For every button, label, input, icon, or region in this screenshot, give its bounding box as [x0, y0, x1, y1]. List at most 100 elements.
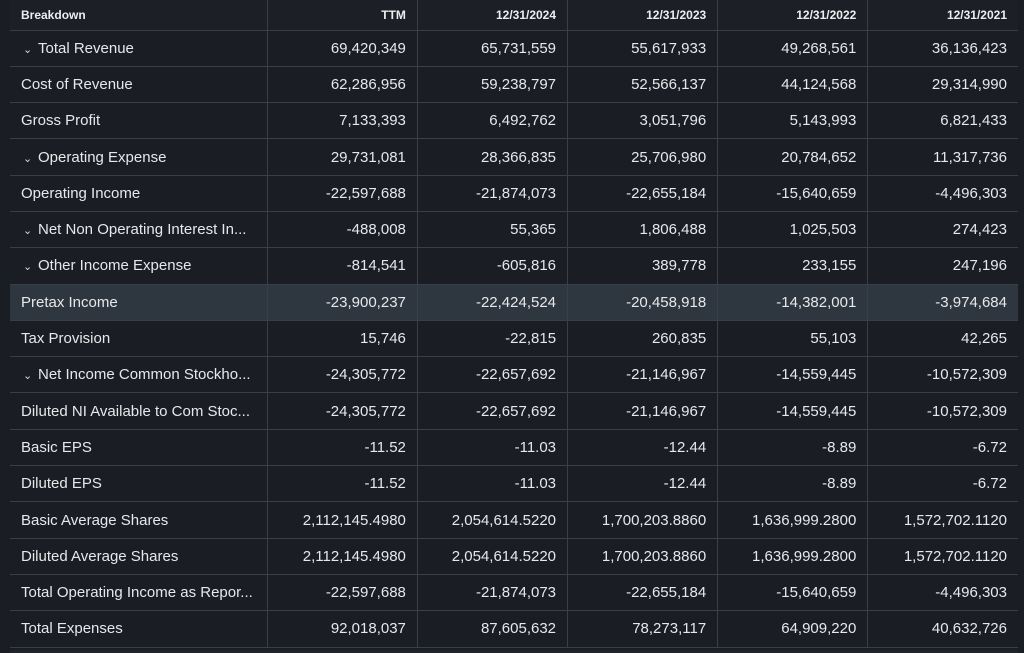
cell-y2023: 1,700,203.8860 — [567, 501, 719, 539]
cell-y2024: 87,605,632 — [417, 610, 569, 648]
cell-y2021: -10,572,309 — [867, 356, 1018, 394]
row-label-text: Total Revenue — [38, 39, 134, 57]
cell-y2023: -20,458,918 — [567, 284, 719, 321]
cell-y2024: -605,816 — [417, 247, 569, 285]
chevron-down-icon[interactable]: ⌄ — [23, 370, 33, 383]
next-row-edge — [10, 650, 1018, 653]
cell-y2023: 52,566,137 — [567, 66, 719, 104]
table-header: Breakdown TTM 12/31/2024 12/31/2023 12/3… — [10, 0, 1018, 31]
cell-ttm: -24,305,772 — [267, 356, 418, 394]
column-header-2022: 12/31/2022 — [717, 0, 869, 31]
cell-y2024: -11.03 — [417, 429, 569, 467]
row-label: Diluted NI Available to Com Stoc... — [10, 392, 268, 430]
table-row: Total Expenses 92,018,037 87,605,632 78,273… — [10, 610, 1018, 648]
cell-y2023: 55,617,933 — [567, 30, 719, 67]
table-row: ⌄ Operating Expense 29,731,081 28,366,835 25… — [10, 138, 1018, 176]
cell-y2022: 55,103 — [717, 320, 869, 358]
cell-y2022: 49,268,561 — [717, 30, 869, 67]
column-header-ttm: TTM — [267, 0, 418, 31]
cell-y2023: 389,778 — [567, 247, 719, 285]
cell-y2022: 233,155 — [717, 247, 869, 285]
cell-y2021: -4,496,303 — [867, 175, 1018, 212]
table-row: Total Operating Income as Repor... -22,59… — [10, 574, 1018, 612]
table-row: Gross Profit 7,133,393 6,492,762 3,051,796 5… — [10, 102, 1018, 140]
cell-y2024: 65,731,559 — [417, 30, 569, 67]
cell-y2022: 1,636,999.2800 — [717, 538, 869, 575]
expandable-row-label[interactable]: ⌄ Total Revenue — [10, 30, 268, 67]
cell-y2022: -15,640,659 — [717, 175, 869, 212]
cell-y2021: 6,821,433 — [867, 102, 1018, 140]
cell-y2023: -22,655,184 — [567, 574, 719, 612]
table-row: ⌄ Net Income Common Stockho... -24,305,772… — [10, 356, 1018, 394]
chevron-down-icon[interactable]: ⌄ — [23, 261, 33, 274]
row-label: Gross Profit — [10, 102, 268, 140]
cell-y2021: 1,572,702.1120 — [867, 501, 1018, 539]
column-header-2024: 12/31/2024 — [417, 0, 569, 31]
chevron-down-icon[interactable]: ⌄ — [23, 225, 33, 238]
cell-ttm: -11.52 — [267, 465, 418, 503]
cell-y2024: -22,657,692 — [417, 356, 569, 394]
header-row: Breakdown TTM 12/31/2024 12/31/2023 12/3… — [10, 0, 1018, 31]
row-label: Total Operating Income as Repor... — [10, 574, 268, 612]
cell-y2023: -21,146,967 — [567, 392, 719, 430]
table-row: Basic EPS -11.52 -11.03 -12.44 -8.89 -6.72 — [10, 429, 1018, 467]
cell-ttm: 92,018,037 — [267, 610, 418, 648]
cell-y2022: 1,636,999.2800 — [717, 501, 869, 539]
cell-y2023: -21,146,967 — [567, 356, 719, 394]
row-label-text: Operating Income — [21, 184, 141, 202]
row-label: Total Expenses — [10, 610, 268, 648]
cell-ttm: 2,112,145.4980 — [267, 538, 418, 575]
cell-y2021: 36,136,423 — [867, 30, 1018, 67]
cell-y2021: 247,196 — [867, 247, 1018, 285]
cell-y2022: 64,909,220 — [717, 610, 869, 648]
cell-y2022: -15,640,659 — [717, 574, 869, 612]
cell-y2022: -14,559,445 — [717, 356, 869, 394]
chevron-down-icon[interactable]: ⌄ — [23, 43, 33, 56]
cell-ttm: -488,008 — [267, 211, 418, 249]
cell-y2024: -21,874,073 — [417, 175, 569, 212]
cell-ttm: -22,597,688 — [267, 574, 418, 612]
cell-y2021: 11,317,736 — [867, 138, 1018, 176]
row-label: Operating Income — [10, 175, 268, 212]
cell-y2023: 3,051,796 — [567, 102, 719, 140]
cell-y2024: -22,657,692 — [417, 392, 569, 430]
table-row: ⌄ Other Income Expense -814,541 -605,816 389… — [10, 247, 1018, 285]
table-row: ⌄ Net Non Operating Interest In... -488,00… — [10, 211, 1018, 249]
row-label: Pretax Income — [10, 284, 268, 321]
row-label-text: Diluted NI Available to Com Stoc... — [21, 402, 250, 420]
row-label-text: Gross Profit — [21, 112, 101, 130]
cell-ttm: -814,541 — [267, 247, 418, 285]
row-label-text: Cost of Revenue — [21, 75, 133, 93]
cell-y2022: 20,784,652 — [717, 138, 869, 176]
row-label-text: Operating Expense — [38, 148, 167, 166]
cell-y2021: 29,314,990 — [867, 66, 1018, 104]
row-label: Basic Average Shares — [10, 501, 268, 539]
cell-ttm: 69,420,349 — [267, 30, 418, 67]
cell-y2021: 42,265 — [867, 320, 1018, 358]
row-label-text: Diluted Average Shares — [21, 547, 179, 565]
cell-y2022: -8.89 — [717, 429, 869, 467]
expandable-row-label[interactable]: ⌄ Operating Expense — [10, 138, 268, 176]
table-row: Tax Provision 15,746 -22,815 260,835 55,103 4… — [10, 320, 1018, 358]
cell-y2024: -11.03 — [417, 465, 569, 503]
cell-y2022: 5,143,993 — [717, 102, 869, 140]
cell-y2022: -14,382,001 — [717, 284, 869, 321]
cell-ttm: 29,731,081 — [267, 138, 418, 176]
cell-y2024: 59,238,797 — [417, 66, 569, 104]
expandable-row-label[interactable]: ⌄ Other Income Expense — [10, 247, 268, 285]
column-header-2023: 12/31/2023 — [567, 0, 719, 31]
cell-ttm: -11.52 — [267, 429, 418, 467]
cell-y2021: -10,572,309 — [867, 392, 1018, 430]
row-label-text: Other Income Expense — [38, 257, 192, 275]
cell-y2024: 2,054,614.5220 — [417, 501, 569, 539]
expandable-row-label[interactable]: ⌄ Net Income Common Stockho... — [10, 356, 268, 394]
expandable-row-label[interactable]: ⌄ Net Non Operating Interest In... — [10, 211, 268, 249]
cell-ttm: -24,305,772 — [267, 392, 418, 430]
chevron-down-icon[interactable]: ⌄ — [23, 152, 33, 165]
cell-y2023: -12.44 — [567, 465, 719, 503]
cell-ttm: 7,133,393 — [267, 102, 418, 140]
column-header-2021: 12/31/2021 — [867, 0, 1018, 31]
income-statement-table: Breakdown TTM 12/31/2024 12/31/2023 12/3… — [10, 0, 1018, 648]
row-label-text: Basic EPS — [21, 438, 92, 456]
cell-y2023: -12.44 — [567, 429, 719, 467]
